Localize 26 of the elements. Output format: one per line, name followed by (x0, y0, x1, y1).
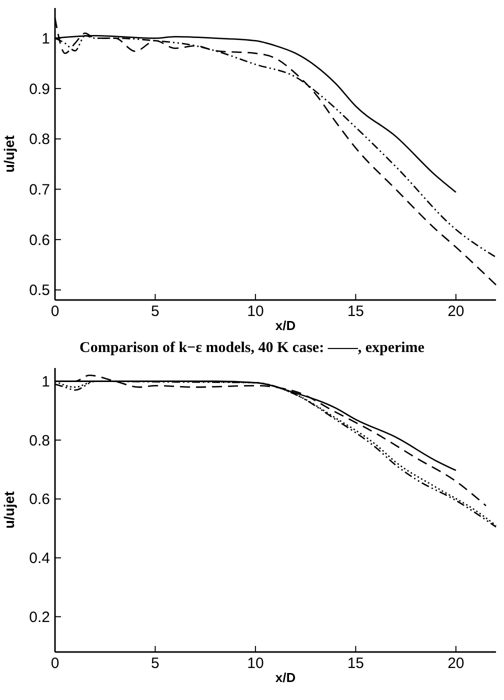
y-tick-label: 0.6 (29, 232, 50, 249)
y-tick-label: 0.5 (29, 282, 50, 300)
y-tick-label: 1 (42, 30, 50, 48)
x-tick-label: 15 (347, 655, 364, 672)
y-axis-title: u/ujet (1, 491, 17, 529)
x-tick-label: 20 (448, 655, 464, 672)
x-tick-label: 10 (247, 655, 264, 672)
x-tick-label: 5 (151, 303, 160, 320)
x-tick-label: 0 (50, 655, 60, 672)
y-tick-label: 0.7 (29, 181, 50, 198)
y-axis-title: u/ujet (1, 135, 17, 173)
y-tick-label: 0.9 (29, 80, 50, 98)
y-tick-label: 0.2 (29, 608, 50, 626)
x-tick-label: 15 (347, 303, 364, 320)
x-tick-label: 20 (448, 303, 464, 320)
y-tick-label: 0.6 (29, 491, 50, 508)
x-axis-title: x/D (275, 670, 296, 685)
y-tick-label: 0.4 (29, 550, 50, 568)
y-tick-label: 1 (42, 373, 50, 390)
x-tick-label: 0 (50, 303, 60, 320)
x-tick-label: 10 (247, 303, 264, 320)
y-tick-label: 0.8 (29, 432, 50, 450)
y-tick-label: 0.8 (29, 131, 50, 148)
x-axis-title: x/D (275, 318, 296, 333)
text: Comparison of k−ε models, 40 K case: ——, experime (80, 340, 425, 356)
x-tick-label: 5 (151, 655, 160, 672)
